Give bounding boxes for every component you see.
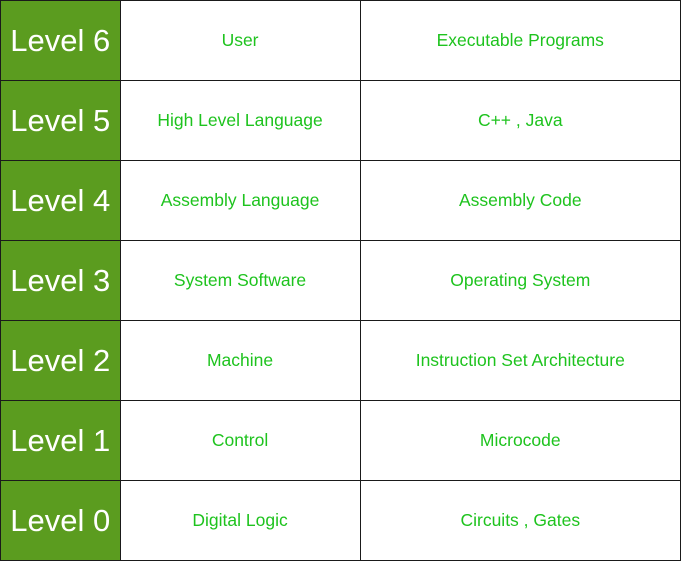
level-row-3: Level 3 System Software Operating System xyxy=(0,240,681,321)
level-row-0: Level 0 Digital Logic Circuits , Gates xyxy=(0,480,681,561)
level-example: C++ , Java xyxy=(359,80,681,161)
level-example: Instruction Set Architecture xyxy=(359,320,681,401)
level-label: Level 3 xyxy=(0,240,121,321)
level-example: Assembly Code xyxy=(359,160,681,241)
level-row-5: Level 5 High Level Language C++ , Java xyxy=(0,80,681,161)
level-name: System Software xyxy=(119,240,361,321)
level-name: Control xyxy=(119,400,361,481)
level-label: Level 2 xyxy=(0,320,121,401)
level-example: Operating System xyxy=(359,240,681,321)
level-row-4: Level 4 Assembly Language Assembly Code xyxy=(0,160,681,241)
level-name: Digital Logic xyxy=(119,480,361,561)
level-name: Machine xyxy=(119,320,361,401)
level-row-6: Level 6 User Executable Programs xyxy=(0,0,681,81)
level-example: Microcode xyxy=(359,400,681,481)
level-label: Level 5 xyxy=(0,80,121,161)
level-label: Level 0 xyxy=(0,480,121,561)
level-row-1: Level 1 Control Microcode xyxy=(0,400,681,481)
level-label: Level 4 xyxy=(0,160,121,241)
level-label: Level 6 xyxy=(0,0,121,81)
level-name: Assembly Language xyxy=(119,160,361,241)
level-name: User xyxy=(119,0,361,81)
level-name: High Level Language xyxy=(119,80,361,161)
level-example: Executable Programs xyxy=(359,0,681,81)
level-example: Circuits , Gates xyxy=(359,480,681,561)
level-row-2: Level 2 Machine Instruction Set Architec… xyxy=(0,320,681,401)
level-label: Level 1 xyxy=(0,400,121,481)
